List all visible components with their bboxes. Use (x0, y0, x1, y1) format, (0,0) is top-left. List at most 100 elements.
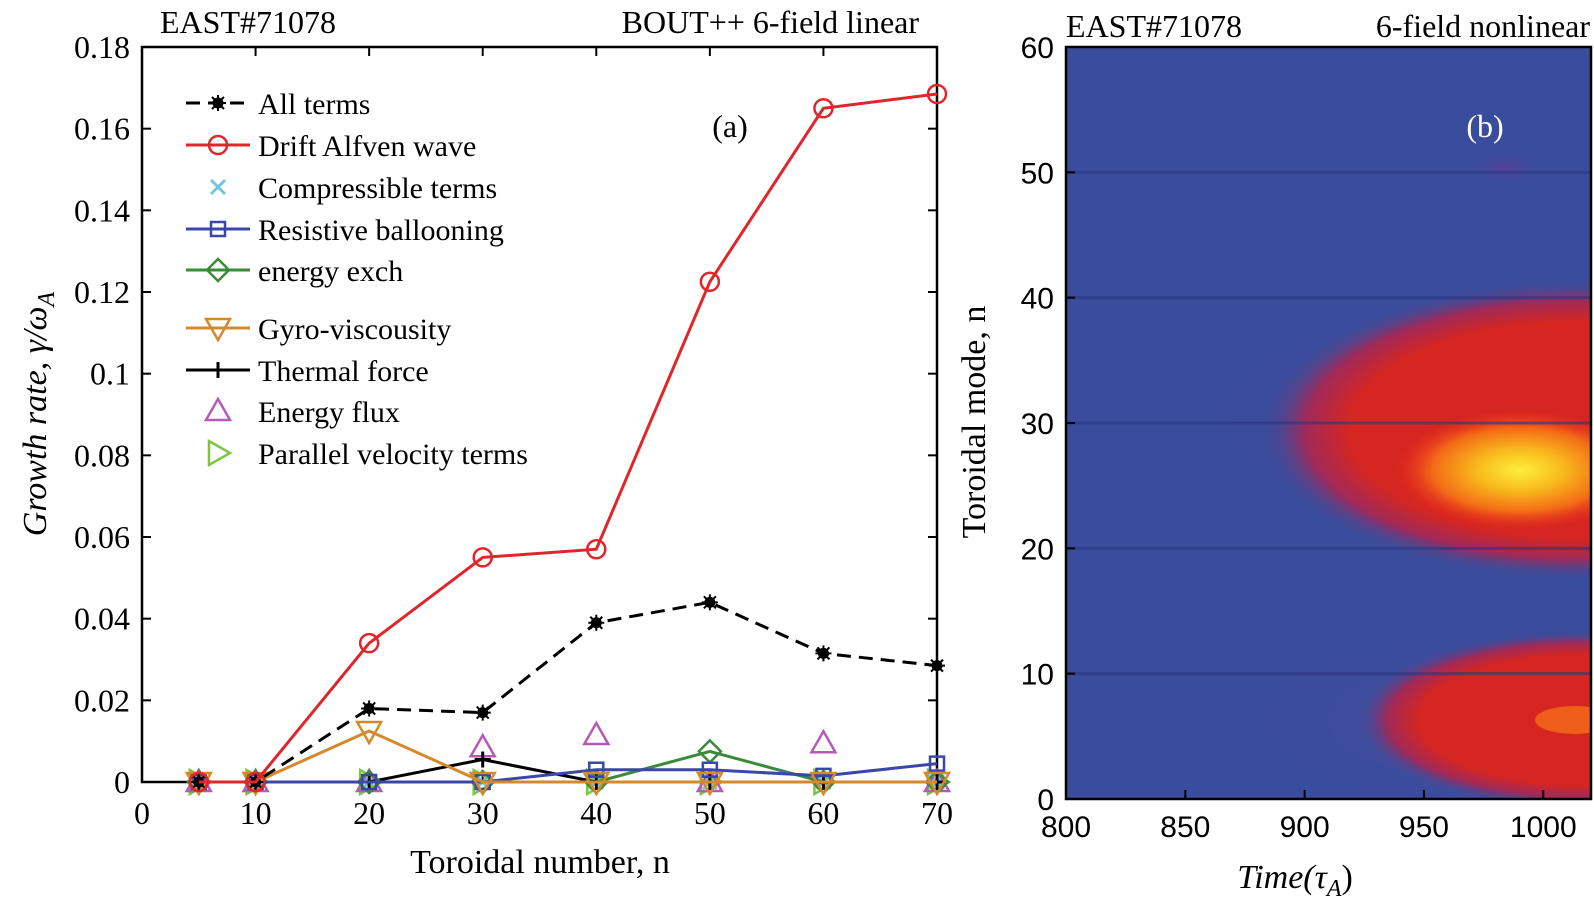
heatmap (1066, 47, 1591, 799)
legend-label: energy exch (258, 255, 403, 288)
legend-marker (209, 220, 227, 238)
legend-label: Thermal force (258, 355, 429, 388)
data-point-resistive-ballooning (928, 755, 946, 772)
y-tick-label-a: 0.16 (74, 111, 130, 147)
y-tick-label-a: 0.12 (74, 274, 130, 310)
legend-item-drift-alfven-wave: Drift Alfven wave (186, 130, 476, 163)
panel-a-label: (a) (712, 108, 748, 144)
data-point-drift-alfven-wave (188, 771, 210, 793)
panel-a-title-right: BOUT++ 6-field linear (622, 4, 920, 40)
x-axis-label-b: Time(τA) (1237, 859, 1353, 902)
axis-b: 800 850 900 950 1000 0 10 20 30 40 50 60 (1021, 32, 1577, 844)
x-axis-label-a: Toroidal number, n (410, 844, 670, 881)
legend-item-energy-flux: Energy flux (203, 396, 400, 429)
data-point-energy-flux (582, 720, 611, 746)
series-line-drift-alfven-wave (198, 92, 938, 784)
y-tick-label-a: 0.02 (74, 682, 130, 718)
x-tick-label-a: 20 (353, 795, 385, 831)
y-tick-label-a: 0.1 (90, 356, 130, 392)
y-tick-label-a: 0.04 (74, 601, 130, 637)
heatmap-hot-spot (1395, 410, 1591, 530)
y-tick-label-b: 20 (1021, 533, 1054, 566)
legend-item-energy-exch: energy exch (186, 255, 403, 288)
data-point-drift-alfven-wave (358, 632, 380, 654)
legend-marker (210, 362, 226, 378)
y-axis-label-sub: A (34, 291, 60, 308)
data-point-drift-alfven-wave (472, 547, 493, 568)
x-axis-label-sub: A (1325, 876, 1342, 902)
x-tick-label-a: 0 (134, 795, 150, 831)
data-point-all-terms (588, 614, 605, 631)
legend-a: All terms Drift Alfven wave Compressible t… (186, 88, 528, 471)
panel-b-title-right: 6-field nonlinear (1376, 8, 1590, 44)
panel-b-title-left: EAST#71078 (1066, 8, 1242, 44)
data-point-drift-alfven-wave (699, 271, 721, 293)
legend-item-gyro-viscousity: Gyro-viscousity (186, 313, 451, 346)
panel-b-label: (b) (1466, 108, 1503, 144)
data-point-all-terms (474, 704, 491, 721)
legend-marker (207, 134, 229, 156)
y-tick-label-b: 50 (1021, 157, 1054, 190)
legend-item-all-terms: All terms (186, 88, 371, 121)
data-point-gyro-viscousity (354, 720, 384, 746)
y-tick-label-a: 0.06 (74, 519, 130, 555)
data-point-all-terms (701, 594, 718, 611)
data-point-drift-alfven-wave (926, 83, 948, 105)
data-point-drift-alfven-wave (813, 98, 834, 119)
panel-a-title-left: EAST#71078 (160, 4, 336, 40)
data-point-all-terms (361, 700, 378, 717)
data-point-gyro-viscousity (468, 771, 497, 797)
series-a (184, 83, 952, 797)
y-tick-label-a: 0.18 (74, 29, 130, 65)
heatmap-weak-spot (1465, 150, 1545, 186)
x-tick-label-a: 30 (467, 795, 499, 831)
series-drift-alfven-wave (188, 83, 948, 793)
data-point-all-terms (815, 645, 832, 662)
panel-b: 800 850 900 950 1000 0 10 20 30 40 50 60 EAST#71078… (956, 8, 1593, 902)
x-tick-label-a: 70 (921, 795, 953, 831)
data-point-resistive-ballooning (360, 773, 378, 791)
legend-label: Drift Alfven wave (258, 130, 476, 163)
data-point-energy-flux (809, 728, 838, 754)
x-tick-label-b: 1000 (1510, 811, 1577, 844)
legend-item-thermal-force: Thermal force (186, 355, 429, 388)
legend-item-resistive-ballooning: Resistive ballooning (186, 214, 504, 247)
x-tick-label-b: 950 (1399, 811, 1449, 844)
y-tick-label-a: 0.14 (74, 192, 130, 228)
axis-a: 0 10 20 30 40 50 60 70 0 0.02 0.04 0.06 0.08 0.1 0.12 0… (74, 29, 953, 831)
series-line-resistive-ballooning (198, 762, 938, 784)
series-line-gyro-viscousity (198, 729, 937, 784)
x-axis-label-close: ) (1341, 859, 1352, 896)
y-tick-label-b: 40 (1021, 283, 1054, 316)
legend-label: Resistive ballooning (258, 214, 504, 247)
legend-item-compressible-terms: Compressible terms (209, 172, 497, 205)
data-point-gyro-viscousity (582, 771, 611, 797)
data-point-gyro-viscousity (695, 771, 725, 797)
x-tick-label-b: 900 (1280, 811, 1330, 844)
heatmap-mode-lines (1066, 170, 1591, 676)
legend-label: All terms (258, 88, 371, 121)
x-tick-label-a: 60 (807, 795, 839, 831)
data-point-resistive-ballooning (701, 761, 719, 778)
y-tick-label-a: 0 (114, 764, 130, 800)
y-tick-label-b: 60 (1021, 32, 1054, 65)
y-axis-label-text: Growth rate, (17, 353, 54, 536)
data-point-all-terms (929, 657, 945, 674)
panel-a: 0 10 20 30 40 50 60 70 0 0.02 0.04 0.06 0.08 0.1 0.12 0… (17, 4, 953, 881)
legend-marker (207, 438, 233, 468)
legend-marker (205, 257, 231, 283)
x-tick-label-b: 800 (1041, 811, 1091, 844)
x-tick-label-a: 40 (580, 795, 612, 831)
x-tick-label-b: 850 (1160, 811, 1210, 844)
y-axis-label-math: γ/ω (17, 306, 54, 353)
legend-label: Compressible terms (258, 172, 497, 205)
legend-label: Gyro-viscousity (258, 313, 451, 346)
legend-marker (210, 95, 226, 111)
data-point-drift-alfven-wave (245, 771, 266, 793)
legend-item-parallel-velocity-terms: Parallel velocity terms (207, 438, 528, 471)
x-axis-label-math: Time(τ (1237, 859, 1328, 896)
legend-marker (203, 396, 233, 422)
legend-label: Energy flux (258, 396, 400, 429)
data-point-gyro-viscousity (809, 771, 838, 797)
